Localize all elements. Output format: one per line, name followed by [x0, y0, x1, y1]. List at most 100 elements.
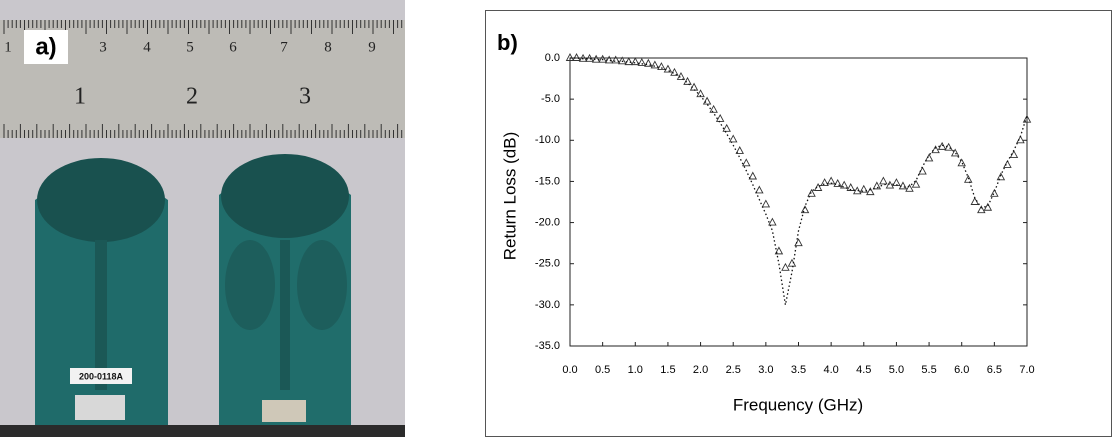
x-axis-label: Frequency (GHz): [733, 395, 863, 414]
base: [0, 425, 405, 437]
x-tick-label: 5.5: [921, 364, 936, 376]
measured-point: [905, 183, 914, 192]
measured-point: [742, 158, 751, 167]
measured-point: [722, 123, 731, 132]
measured-point: [983, 202, 993, 211]
measured-point: [676, 71, 686, 80]
y-tick-label: -20.0: [535, 216, 560, 228]
simulated-curve: [570, 57, 1028, 306]
x-tick-label: 1.5: [660, 364, 675, 376]
measured-point: [617, 56, 627, 65]
measured-point: [1022, 114, 1032, 123]
x-tick-label: 4.0: [823, 364, 838, 376]
element: [297, 240, 347, 330]
measured-point: [859, 184, 869, 193]
element: [225, 240, 275, 330]
x-tick-label: 6.5: [987, 364, 1002, 376]
measured-point: [839, 180, 849, 189]
measured-point: [565, 53, 575, 61]
board-tag: [70, 368, 132, 384]
x-tick-label: 1.0: [628, 364, 643, 376]
connector: [75, 395, 125, 420]
measured-point: [866, 187, 875, 196]
measured-point: [846, 183, 855, 191]
measured-point: [963, 174, 973, 183]
measured-point: [637, 57, 647, 66]
measured-point: [578, 53, 588, 62]
antenna-photo: 200-0118A a) 1 3 4 5 6 7 8 9 1 2 3: [0, 0, 405, 437]
x-tick-label: 3.5: [791, 364, 806, 376]
y-tick-label: -10.0: [535, 134, 560, 146]
measured-point: [735, 146, 744, 154]
x-tick-label: 2.0: [693, 364, 708, 376]
feed: [95, 240, 107, 390]
measured-point: [826, 176, 836, 185]
measured-point: [572, 53, 581, 61]
measured-point: [781, 262, 790, 271]
measured-point: [977, 205, 986, 214]
measured-point: [663, 64, 673, 73]
y-tick-label: -30.0: [535, 299, 560, 311]
panel-label: a): [35, 33, 56, 60]
x-tick-label: 0.0: [562, 364, 577, 376]
measured-point: [807, 188, 816, 197]
measured-point: [585, 53, 594, 62]
measured-point: [996, 172, 1006, 181]
ruler-number: 4: [143, 39, 151, 55]
measured-point: [898, 181, 908, 190]
measured-point: [879, 176, 888, 185]
ruler-number: 7: [280, 39, 288, 55]
ruler-number: 1: [74, 84, 86, 110]
y-axis-label: Return Loss (dB): [500, 132, 519, 261]
ruler-number: 8: [324, 39, 332, 55]
y-tick-label: 0.0: [545, 52, 560, 64]
ruler-number: 6: [229, 39, 237, 55]
measured-point: [611, 55, 620, 64]
y-tick-label: -15.0: [535, 175, 560, 187]
patch: [221, 154, 349, 238]
measured-point: [937, 141, 947, 150]
ruler-number: 1: [4, 39, 12, 55]
x-tick-label: 7.0: [1019, 364, 1034, 376]
x-tick-label: 5.0: [889, 364, 904, 376]
x-tick-label: 6.0: [954, 364, 969, 376]
measured-point: [631, 57, 640, 66]
measured-point: [957, 158, 966, 167]
x-tick-label: 0.5: [595, 364, 610, 376]
x-tick-label: 4.5: [856, 364, 871, 376]
measured-point: [598, 54, 607, 63]
ruler-number: 9: [368, 39, 376, 55]
measured-point: [872, 181, 882, 190]
y-tick-label: -35.0: [535, 340, 560, 352]
measured-point: [696, 89, 705, 98]
measured-point: [761, 199, 771, 208]
x-tick-label: 3.0: [758, 364, 773, 376]
measured-point: [644, 58, 653, 67]
ruler-number: 2: [186, 84, 198, 110]
label-box: [24, 30, 68, 64]
measured-point: [755, 185, 764, 194]
measured-point: [911, 179, 921, 188]
measured-point: [709, 104, 718, 113]
panel-label: b): [497, 30, 518, 55]
measured-point: [885, 180, 895, 189]
measured-point: [650, 60, 660, 69]
chart: b) Return Loss (dB) Frequency (GHz) 0.0 0…: [485, 10, 1112, 437]
feed: [280, 240, 290, 390]
measured-point: [892, 178, 901, 187]
measured-point: [800, 205, 810, 214]
ruler-number: 3: [99, 39, 107, 55]
y-tick-label: -5.0: [541, 93, 560, 105]
measured-point: [950, 148, 960, 157]
measured-point: [833, 178, 842, 187]
measured-point: [715, 113, 725, 122]
measured-point: [990, 188, 999, 197]
measured-point: [768, 217, 777, 226]
patch: [37, 158, 165, 242]
board-label: 200-0118A: [79, 371, 124, 381]
measured-point: [702, 96, 712, 105]
ruler-ticks: [3, 20, 403, 138]
measured-point: [931, 145, 940, 154]
measured-point: [820, 178, 829, 187]
